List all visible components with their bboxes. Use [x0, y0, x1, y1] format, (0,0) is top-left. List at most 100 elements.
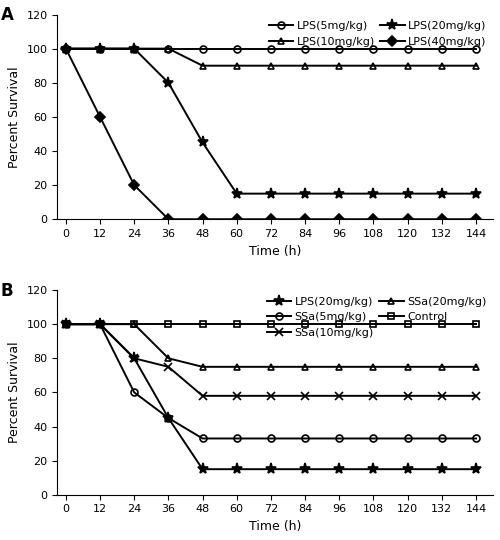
LPS(5mg/kg): [166, 45, 172, 52]
SSa(5mg/kg): [473, 435, 479, 442]
SSa(5mg/kg): [404, 435, 410, 442]
LPS(20mg/kg): [200, 139, 205, 146]
SSa(5mg/kg): [200, 435, 205, 442]
LPS(10mg/kg): [234, 63, 239, 69]
Legend: LPS(5mg/kg), LPS(10mg/kg), LPS(20mg/kg), LPS(40mg/kg): LPS(5mg/kg), LPS(10mg/kg), LPS(20mg/kg),…: [268, 20, 488, 48]
LPS(40mg/kg): [473, 216, 479, 222]
LPS(20mg/kg): [370, 466, 376, 472]
LPS(20mg/kg): [268, 466, 274, 472]
SSa(20mg/kg): [404, 363, 410, 370]
Line: LPS(5mg/kg): LPS(5mg/kg): [62, 45, 480, 52]
LPS(40mg/kg): [336, 216, 342, 222]
LPS(10mg/kg): [97, 45, 103, 52]
Line: LPS(40mg/kg): LPS(40mg/kg): [62, 45, 480, 222]
LPS(40mg/kg): [234, 216, 239, 222]
Line: SSa(20mg/kg): SSa(20mg/kg): [62, 321, 480, 370]
SSa(20mg/kg): [131, 321, 137, 327]
LPS(40mg/kg): [370, 216, 376, 222]
LPS(20mg/kg): [97, 45, 103, 52]
SSa(10mg/kg): [63, 321, 69, 327]
LPS(5mg/kg): [97, 45, 103, 52]
LPS(20mg/kg): [234, 466, 239, 472]
Text: A: A: [0, 6, 14, 24]
SSa(10mg/kg): [302, 393, 308, 399]
Control: [268, 321, 274, 327]
LPS(5mg/kg): [302, 45, 308, 52]
Line: SSa(10mg/kg): SSa(10mg/kg): [62, 320, 480, 400]
LPS(40mg/kg): [302, 216, 308, 222]
LPS(20mg/kg): [473, 191, 479, 197]
Control: [97, 321, 103, 327]
SSa(5mg/kg): [302, 435, 308, 442]
SSa(10mg/kg): [234, 393, 239, 399]
Control: [302, 321, 308, 327]
SSa(20mg/kg): [97, 321, 103, 327]
Control: [166, 321, 172, 327]
LPS(40mg/kg): [200, 216, 205, 222]
LPS(40mg/kg): [268, 216, 274, 222]
LPS(20mg/kg): [473, 466, 479, 472]
LPS(20mg/kg): [302, 466, 308, 472]
LPS(40mg/kg): [97, 113, 103, 120]
SSa(20mg/kg): [302, 363, 308, 370]
LPS(5mg/kg): [473, 45, 479, 52]
LPS(20mg/kg): [166, 415, 172, 421]
LPS(40mg/kg): [439, 216, 445, 222]
LPS(5mg/kg): [200, 45, 205, 52]
Control: [370, 321, 376, 327]
LPS(5mg/kg): [439, 45, 445, 52]
SSa(10mg/kg): [439, 393, 445, 399]
LPS(5mg/kg): [234, 45, 239, 52]
LPS(20mg/kg): [166, 79, 172, 86]
LPS(20mg/kg): [131, 355, 137, 362]
LPS(10mg/kg): [439, 63, 445, 69]
Y-axis label: Percent Survival: Percent Survival: [8, 342, 21, 443]
Text: B: B: [0, 282, 14, 300]
SSa(5mg/kg): [97, 321, 103, 327]
SSa(20mg/kg): [336, 363, 342, 370]
SSa(5mg/kg): [131, 389, 137, 396]
SSa(20mg/kg): [473, 363, 479, 370]
Control: [200, 321, 205, 327]
SSa(5mg/kg): [63, 321, 69, 327]
LPS(40mg/kg): [63, 45, 69, 52]
SSa(10mg/kg): [370, 393, 376, 399]
SSa(5mg/kg): [268, 435, 274, 442]
SSa(10mg/kg): [268, 393, 274, 399]
LPS(20mg/kg): [234, 191, 239, 197]
SSa(20mg/kg): [63, 321, 69, 327]
SSa(5mg/kg): [370, 435, 376, 442]
Control: [131, 321, 137, 327]
SSa(20mg/kg): [439, 363, 445, 370]
LPS(20mg/kg): [302, 191, 308, 197]
X-axis label: Time (h): Time (h): [249, 520, 302, 533]
LPS(10mg/kg): [268, 63, 274, 69]
Line: LPS(10mg/kg): LPS(10mg/kg): [62, 45, 480, 69]
SSa(10mg/kg): [131, 355, 137, 362]
LPS(20mg/kg): [63, 45, 69, 52]
LPS(20mg/kg): [200, 466, 205, 472]
SSa(5mg/kg): [336, 435, 342, 442]
SSa(10mg/kg): [200, 393, 205, 399]
SSa(5mg/kg): [234, 435, 239, 442]
LPS(10mg/kg): [302, 63, 308, 69]
LPS(20mg/kg): [63, 321, 69, 327]
SSa(5mg/kg): [166, 415, 172, 421]
Line: Control: Control: [62, 321, 480, 328]
LPS(40mg/kg): [166, 216, 172, 222]
LPS(10mg/kg): [131, 45, 137, 52]
SSa(10mg/kg): [97, 321, 103, 327]
LPS(20mg/kg): [404, 466, 410, 472]
LPS(20mg/kg): [268, 191, 274, 197]
SSa(5mg/kg): [439, 435, 445, 442]
Control: [63, 321, 69, 327]
LPS(10mg/kg): [200, 63, 205, 69]
LPS(20mg/kg): [439, 191, 445, 197]
SSa(10mg/kg): [336, 393, 342, 399]
LPS(20mg/kg): [370, 191, 376, 197]
Y-axis label: Percent Survival: Percent Survival: [8, 66, 21, 168]
SSa(20mg/kg): [166, 355, 172, 362]
LPS(5mg/kg): [404, 45, 410, 52]
LPS(10mg/kg): [473, 63, 479, 69]
SSa(10mg/kg): [473, 393, 479, 399]
